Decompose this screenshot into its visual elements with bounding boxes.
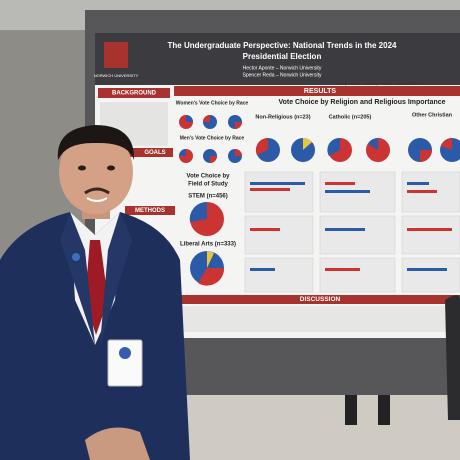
bars [250,182,452,271]
bar [250,268,275,271]
eye [107,165,115,171]
bar [325,228,365,231]
author: Spencer Reda – Norwich University [243,72,322,78]
bar [325,268,360,271]
hair [57,125,135,160]
bar [325,182,355,185]
badge-logo [119,347,131,359]
panel [401,215,460,255]
section-heading: RESULTS [304,88,336,95]
legend: Trump Harris Kennedy Other Does not Plan… [337,82,419,86]
person-arm [445,295,460,420]
pie-slice [198,268,225,286]
legend-item: Other [382,82,392,86]
section-bar [125,206,175,215]
group-heading: Non-Religious (n=23) [255,114,310,120]
person-leg [378,395,390,425]
face [59,130,133,214]
panel [401,257,460,293]
section-heading: GOALS [144,150,165,156]
chart-heading: Women's Vote Choice by Race [176,100,249,106]
bar [325,190,370,193]
legend-item: Trump [337,82,347,86]
section-bar [125,148,173,157]
poster-title: The Undergraduate Perspective: National … [168,41,398,50]
section-heading: METHODS [135,208,165,214]
legend-item: Kennedy [364,82,378,86]
bar [407,228,452,231]
eye [78,165,86,171]
bar [250,182,305,185]
pie-slice [189,201,207,222]
chart-heading: Vote Choice by Religion and Religious Im… [278,99,445,106]
name-badge [107,339,143,387]
pie-slice [186,115,193,122]
logo-shield [104,42,128,68]
section-bar [174,86,460,96]
text-block [176,306,458,332]
poster-title: Presidential Election [243,52,322,61]
legend-item: Does not Plan t [395,82,419,86]
pie-slice [368,138,378,150]
section-bar [174,295,460,304]
bar [250,228,280,231]
floor [160,395,460,460]
panel [319,215,396,255]
smile [86,197,108,202]
pie-slice [207,251,214,268]
pie-slice [441,138,452,150]
lapel [100,212,132,345]
logo-text: NORWICH UNIVERSITY [94,73,139,78]
chart-heading: Men's Vote Choice by Race [180,135,245,141]
section-heading: BACKGROUND [112,91,157,97]
section-heading: DISCUSSION [300,296,341,303]
pie-group [179,115,460,286]
pie-slice [303,137,312,150]
panel [244,171,314,213]
chart-heading: Field of Study [188,182,228,188]
mustache [84,187,110,195]
pie-slice [255,137,268,155]
group-heading: Catholic (n=205) [329,114,372,120]
pie-slice [203,115,210,122]
bar [407,268,447,271]
bar [250,188,290,191]
chart-heading: Vote Choice by [187,174,231,180]
author: Hector Aponte – Norwich University [243,65,322,71]
pie-slice [235,149,242,156]
chart-heading: Liberal Arts (n=333) [180,242,236,248]
pie-slice [420,150,432,162]
chart-heading: STEM (n=456) [188,194,228,200]
pie-slice [179,149,186,156]
lapel-pin [72,253,80,261]
pie-slice [210,156,217,163]
person-leg [345,395,357,425]
pie-slice [327,137,340,156]
legend-item: Harris [351,82,361,86]
bar [407,190,437,193]
panel [244,257,314,293]
section-bar [98,88,170,98]
pie-slice [235,122,242,129]
bar [407,182,429,185]
poster-header [95,33,460,85]
group-heading: Other Christian [412,112,453,118]
panel [319,257,396,293]
panel [244,215,314,255]
hands [85,427,150,460]
lapel [60,212,95,345]
